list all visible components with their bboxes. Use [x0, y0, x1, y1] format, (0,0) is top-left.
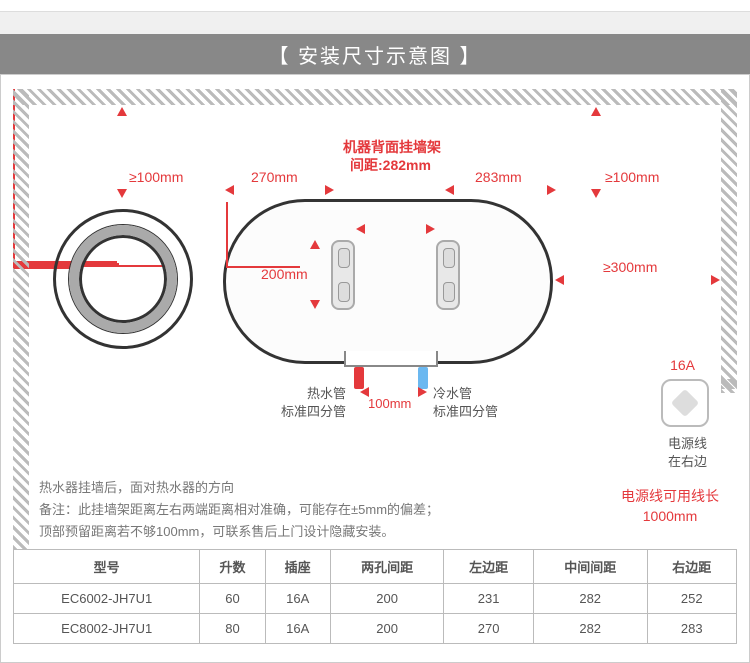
top-strip — [0, 0, 750, 12]
arrow-icon — [310, 240, 320, 249]
hot-pipe-l2: 标准四分管 — [281, 403, 346, 421]
power-socket-icon — [661, 379, 709, 427]
arrow-icon — [356, 224, 365, 234]
dim-right-clear-label: ≥300mm — [603, 259, 657, 275]
td: EC6002-JH7U1 — [14, 584, 200, 614]
wall-hatch-right — [721, 89, 737, 389]
dim-bracket-h-line — [226, 202, 228, 266]
td: 200 — [330, 614, 444, 644]
bracket-title-1: 机器背面挂墙架 — [343, 137, 441, 157]
arrow-icon — [225, 185, 234, 195]
cold-pipe-label: 冷水管 标准四分管 — [433, 385, 498, 421]
plug-amp-label: 16A — [670, 357, 695, 373]
arrow-icon — [591, 107, 601, 116]
heater-side-view — [53, 209, 193, 349]
wall-hatch-left — [13, 89, 29, 549]
note-line-3: 顶部预留距离若不够100mm，可联系售后上门设计隐藏安装。 — [39, 521, 553, 543]
th: 两孔间距 — [330, 550, 444, 584]
install-notes: 热水器挂墙后，面对热水器的方向 备注：此挂墙架距离左右两端距离相对准确，可能存在… — [39, 477, 553, 543]
td: 231 — [444, 584, 533, 614]
heater-front-view: 200mm — [223, 199, 553, 364]
td: 282 — [533, 584, 647, 614]
th: 插座 — [265, 550, 330, 584]
arrow-icon — [418, 387, 427, 397]
td: 16A — [265, 614, 330, 644]
arrow-icon — [310, 300, 320, 309]
hot-pipe-l1: 热水管 — [281, 385, 346, 403]
hot-pipe-label: 热水管 标准四分管 — [281, 385, 346, 421]
table-row: EC6002-JH7U1 60 16A 200 231 282 252 — [14, 584, 737, 614]
arrow-icon — [325, 185, 334, 195]
arrow-icon — [117, 189, 127, 198]
diagram-area: ≥100mm ≥100mm 机器背面挂墙架 间距:282mm 270mm 283… — [13, 89, 737, 549]
td: 200 — [330, 584, 444, 614]
arrow-icon — [117, 107, 127, 116]
cold-pipe-icon — [418, 367, 428, 389]
td: 60 — [200, 584, 265, 614]
wall-hatch-top — [13, 89, 737, 105]
dim-top-left-label: ≥100mm — [129, 169, 183, 185]
note-line-2: 备注：此挂墙架距离左右两端距离相对准确，可能存在±5mm的偏差； — [39, 499, 553, 521]
hot-pipe-icon — [354, 367, 364, 389]
content-frame: ≥100mm ≥100mm 机器背面挂墙架 间距:282mm 270mm 283… — [0, 74, 750, 663]
section-title: 【 安装尺寸示意图 】 — [0, 34, 750, 74]
power-length-label: 电源线可用线长 1000mm — [621, 487, 719, 526]
table-row: EC8002-JH7U1 80 16A 200 270 282 283 — [14, 614, 737, 644]
td: 252 — [647, 584, 736, 614]
wall-stub — [721, 379, 737, 393]
th: 升数 — [200, 550, 265, 584]
arrow-icon — [591, 189, 601, 198]
cold-pipe-l1: 冷水管 — [433, 385, 498, 403]
power-side1: 电源线 — [668, 435, 707, 453]
dim-pipe-gap-label: 100mm — [368, 396, 411, 411]
td: 282 — [533, 614, 647, 644]
td: EC8002-JH7U1 — [14, 614, 200, 644]
wall-bracket-left — [331, 240, 355, 310]
td: 16A — [265, 584, 330, 614]
dim-top-right-label: ≥100mm — [605, 169, 659, 185]
dim-seg-right-label: 283mm — [475, 169, 522, 185]
dim-bracket-h-label: 200mm — [261, 266, 308, 282]
note-line-1: 热水器挂墙后，面对热水器的方向 — [39, 477, 553, 499]
power-len2: 1000mm — [621, 507, 719, 527]
arrow-icon — [711, 275, 720, 285]
th: 型号 — [14, 550, 200, 584]
td: 283 — [647, 614, 736, 644]
arrow-icon — [426, 224, 435, 234]
power-len1: 电源线可用线长 — [621, 487, 719, 507]
power-side-label: 电源线 在右边 — [668, 435, 707, 471]
dim-seg-left-label: 270mm — [251, 169, 298, 185]
wall-bracket-right — [436, 240, 460, 310]
table-header-row: 型号 升数 插座 两孔间距 左边距 中间间距 右边距 — [14, 550, 737, 584]
th: 中间间距 — [533, 550, 647, 584]
td: 80 — [200, 614, 265, 644]
gap — [0, 12, 750, 34]
plug-dot — [671, 389, 699, 417]
arrow-icon — [547, 185, 556, 195]
th: 左边距 — [444, 550, 533, 584]
heater-side-inner — [69, 225, 177, 333]
power-side2: 在右边 — [668, 453, 707, 471]
arrow-icon — [445, 185, 454, 195]
cold-pipe-l2: 标准四分管 — [433, 403, 498, 421]
page: 【 安装尺寸示意图 】 ≥100mm ≥100mm 机器背面挂墙架 间距:282… — [0, 0, 750, 663]
td: 270 — [444, 614, 533, 644]
bracket-title-2: 间距:282mm — [350, 155, 431, 175]
arrow-icon — [555, 275, 564, 285]
bottom-foot — [344, 351, 438, 367]
th: 右边距 — [647, 550, 736, 584]
